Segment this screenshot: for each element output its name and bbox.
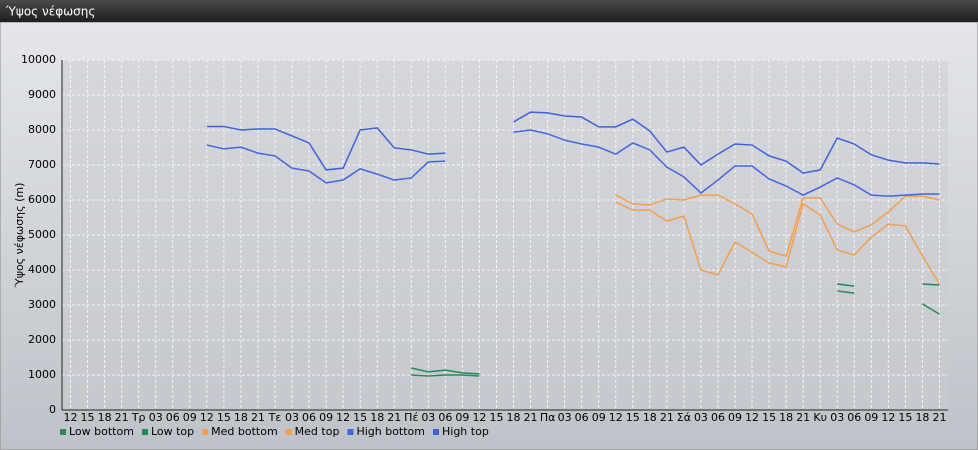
- x-tick-label: 12: [64, 411, 78, 424]
- y-tick-label: 0: [49, 403, 56, 416]
- y-tick-label: 9000: [28, 88, 56, 101]
- x-tick-label: 12: [472, 411, 486, 424]
- x-tick-label: 03: [421, 411, 435, 424]
- x-tick-label: Τε: [268, 411, 282, 424]
- legend-swatch: [285, 429, 292, 435]
- y-tick-label: 8000: [28, 123, 56, 136]
- y-tick-label: 2000: [28, 333, 56, 346]
- x-tick-label: 18: [779, 411, 793, 424]
- x-tick-label: 18: [915, 411, 929, 424]
- legend-label: Med top: [295, 425, 340, 438]
- series-line: [615, 194, 940, 257]
- x-tick-label: 09: [592, 411, 606, 424]
- series-line: [206, 129, 940, 197]
- x-tick-label: 18: [370, 411, 384, 424]
- legend-label: Med bottom: [211, 425, 278, 438]
- x-tick-label: 15: [489, 411, 503, 424]
- legend-swatch: [141, 429, 148, 435]
- x-tick-label: 15: [81, 411, 95, 424]
- legend-label: High bottom: [356, 425, 425, 438]
- x-tick-label: 15: [762, 411, 776, 424]
- series-line: [206, 111, 940, 174]
- x-tick-label: 18: [643, 411, 657, 424]
- x-tick-label: 09: [864, 411, 878, 424]
- x-tick-label: 12: [336, 411, 350, 424]
- x-tick-label: 12: [200, 411, 214, 424]
- x-tick-label: 12: [881, 411, 895, 424]
- legend-swatch: [60, 429, 66, 435]
- x-tick-label: 09: [728, 411, 742, 424]
- y-tick-label: 6000: [28, 193, 56, 206]
- x-tick-label: Τρ: [131, 411, 146, 424]
- x-tick-label: 03: [830, 411, 844, 424]
- x-tick-label: 21: [524, 411, 538, 424]
- x-tick-label: 06: [847, 411, 861, 424]
- y-tick-label: 3000: [28, 298, 56, 311]
- x-tick-label: 15: [217, 411, 231, 424]
- series-line: [615, 201, 941, 285]
- x-tick-label: 21: [660, 411, 674, 424]
- chart-title: Ύψος νέφωσης: [5, 5, 95, 19]
- x-tick-label: 18: [98, 411, 112, 424]
- x-tick-label: 03: [285, 411, 299, 424]
- y-tick-label: 7000: [28, 158, 56, 171]
- x-tick-label: 21: [251, 411, 265, 424]
- x-tick-label: 06: [711, 411, 725, 424]
- x-tick-label: 06: [166, 411, 180, 424]
- x-tick-label: 15: [626, 411, 640, 424]
- x-tick-label: 06: [575, 411, 589, 424]
- x-tick-label: 03: [558, 411, 572, 424]
- x-tick-label: 03: [149, 411, 163, 424]
- x-tick-label: 15: [353, 411, 367, 424]
- legend-label: High top: [442, 425, 489, 438]
- legend-label: Low bottom: [69, 425, 134, 438]
- x-tick-label: Πέ: [404, 411, 418, 424]
- x-tick-label: 21: [115, 411, 129, 424]
- x-tick-label: 15: [898, 411, 912, 424]
- x-tick-label: 06: [438, 411, 452, 424]
- x-tick-label: 12: [609, 411, 623, 424]
- x-tick-label: 12: [745, 411, 759, 424]
- x-tick-label: 21: [387, 411, 401, 424]
- y-tick-label: 5000: [28, 228, 56, 241]
- x-tick-label: 03: [694, 411, 708, 424]
- legend-swatch: [433, 429, 439, 435]
- x-tick-label: 21: [796, 411, 810, 424]
- y-axis-label: Ύψος νέφωσης (m): [13, 183, 26, 289]
- x-tick-label: 09: [183, 411, 197, 424]
- legend-label: Low top: [151, 425, 194, 438]
- series-line: [411, 283, 940, 375]
- series-line: [411, 290, 940, 377]
- x-tick-label: 09: [455, 411, 469, 424]
- x-tick-label: Κυ: [813, 411, 827, 424]
- y-tick-label: 1000: [28, 368, 56, 381]
- y-tick-label: 4000: [28, 263, 56, 276]
- x-tick-label: Σά: [677, 411, 691, 424]
- x-tick-label: 06: [302, 411, 316, 424]
- x-tick-label: 18: [507, 411, 521, 424]
- legend-swatch: [347, 429, 354, 435]
- title-bar: [0, 0, 978, 22]
- x-tick-label: 21: [932, 411, 946, 424]
- y-tick-label: 10000: [21, 53, 56, 66]
- x-tick-label: 18: [234, 411, 248, 424]
- x-tick-label: Πα: [540, 411, 556, 424]
- x-tick-label: 09: [319, 411, 333, 424]
- legend-swatch: [202, 429, 209, 435]
